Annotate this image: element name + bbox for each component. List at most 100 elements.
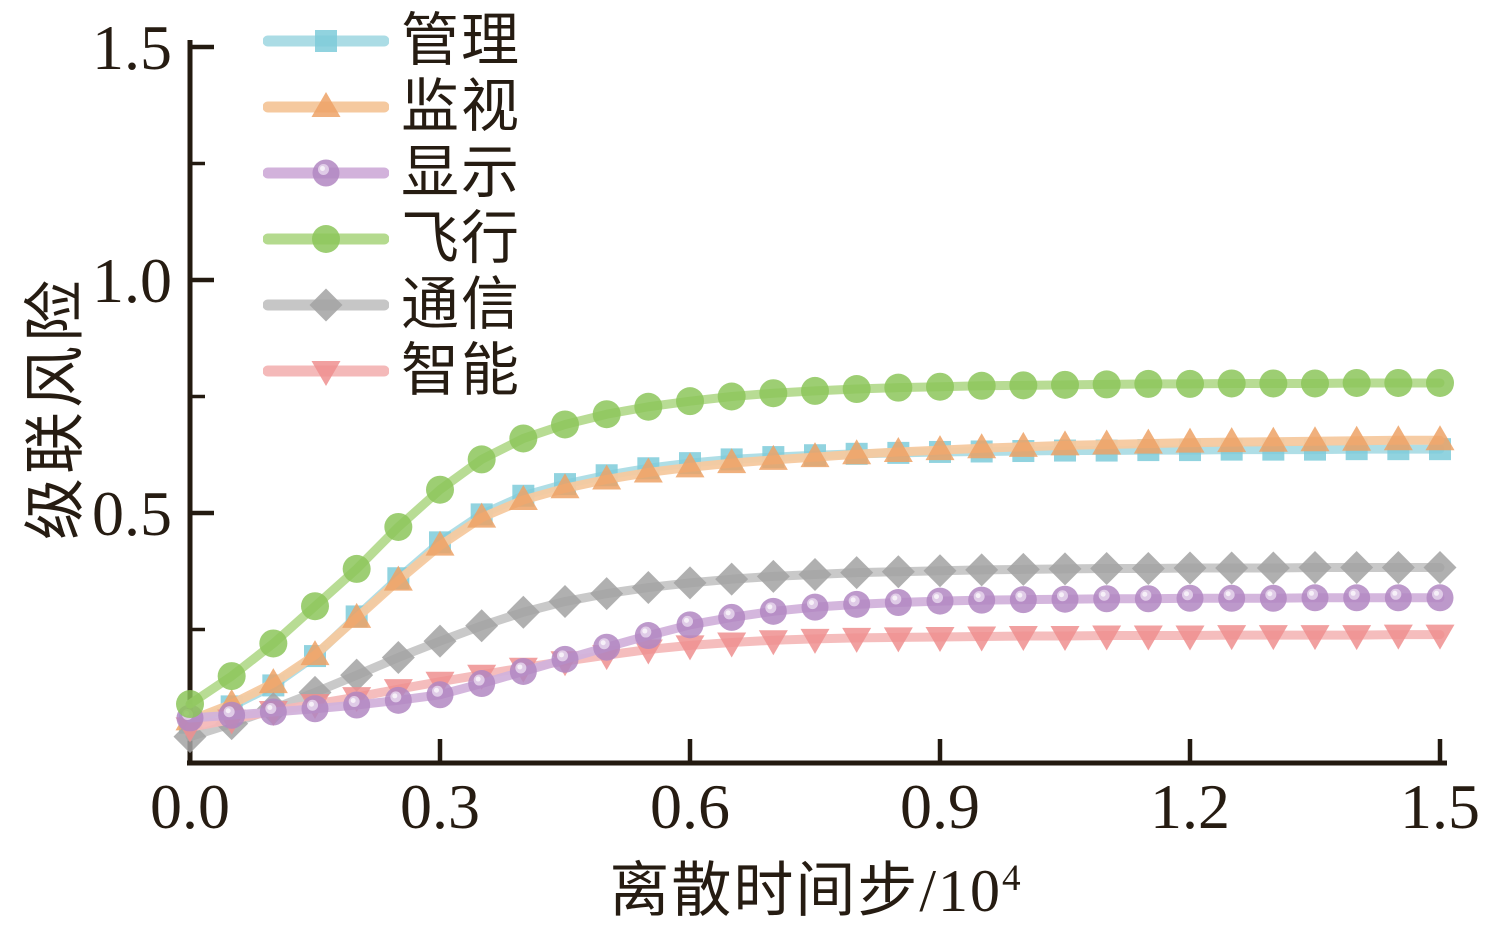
triangle-up-marker: [258, 668, 288, 694]
ball-marker: [676, 611, 704, 639]
legend-sample: [263, 92, 389, 117]
x-tick-label: 1.2: [1150, 771, 1230, 842]
circle-marker: [509, 424, 538, 453]
legend-item-label: 监视: [401, 74, 522, 139]
ball-marker: [1301, 584, 1329, 612]
ball-marker: [1426, 584, 1454, 612]
triangle-down-marker: [1383, 624, 1413, 650]
circle-marker: [1092, 370, 1121, 399]
ball-marker: [218, 701, 246, 729]
legend-item: 飞行: [263, 206, 521, 272]
triangle-down-marker: [1133, 625, 1163, 651]
legend-sample: [263, 361, 389, 386]
y-tick-label: 1.5: [92, 12, 172, 83]
triangle-up-marker: [967, 433, 997, 459]
ball-marker: [468, 670, 496, 698]
series-1: [175, 425, 1455, 731]
series-3: [176, 368, 1454, 719]
triangle-up-marker: [311, 92, 341, 117]
triangle-up-marker: [800, 442, 830, 468]
diamond-marker: [1215, 551, 1249, 585]
triangle-up-marker: [925, 435, 955, 461]
diamond-marker: [1048, 552, 1082, 586]
diamond-marker: [881, 555, 915, 589]
triangle-up-marker: [1383, 425, 1413, 451]
ball-marker: [718, 603, 746, 631]
diamond-marker: [965, 553, 999, 587]
ball-marker: [759, 597, 787, 625]
ball-marker: [1218, 584, 1246, 612]
ball-marker: [343, 691, 371, 719]
triangle-down-marker: [717, 632, 747, 658]
diamond-marker: [465, 609, 499, 643]
ball-marker: [1051, 585, 1079, 613]
diamond-marker: [309, 288, 343, 322]
circle-marker: [551, 410, 579, 439]
y-axis-label: 级联风险: [22, 276, 91, 541]
diamond-marker: [548, 585, 582, 619]
triangle-down-marker: [758, 630, 788, 656]
ball-marker: [593, 633, 621, 661]
series-line: [185, 378, 1445, 709]
ball-marker: [259, 698, 287, 726]
circle-marker: [1217, 369, 1246, 398]
circle-marker: [384, 512, 413, 541]
circle-marker: [842, 375, 871, 404]
triangle-up-marker: [383, 565, 413, 591]
legend-item-label: 通信: [401, 272, 522, 337]
circle-marker: [801, 376, 829, 405]
ball-marker: [801, 593, 829, 621]
triangle-down-marker: [1175, 625, 1205, 651]
diamond-marker: [1090, 551, 1124, 585]
circle-marker: [759, 379, 788, 408]
triangle-down-marker: [311, 361, 341, 386]
triangle-down-marker: [1425, 624, 1455, 650]
circle-marker: [1384, 368, 1413, 397]
circle-marker: [426, 475, 454, 504]
legend-item: 监视: [263, 74, 521, 140]
diamond-marker: [840, 556, 874, 590]
x-axis-label-base: 离散时间步/10: [609, 858, 1003, 924]
ball-marker: [1176, 584, 1204, 612]
diamond-marker: [1298, 551, 1332, 585]
ball-marker: [926, 587, 954, 615]
triangle-down-marker: [1092, 625, 1122, 651]
legend-item: 智能: [263, 338, 521, 404]
triangle-up-marker: [425, 530, 455, 556]
y-axis: 0.5 1.0 1.5: [92, 12, 214, 632]
legend-sample: [263, 159, 389, 187]
circle-marker: [259, 629, 288, 658]
ball-marker: [968, 586, 996, 614]
diamond-marker: [340, 658, 374, 692]
x-axis-label-superscript: 4: [1002, 858, 1021, 899]
legend: 管理 监视 显示 飞行 通信 智能: [263, 8, 521, 404]
diamond-marker: [423, 624, 457, 658]
circle-marker: [1342, 368, 1371, 397]
ball-marker: [301, 695, 329, 723]
circle-marker: [717, 382, 746, 411]
triangle-up-marker: [1008, 431, 1038, 457]
series-5: [175, 624, 1455, 743]
ball-marker: [551, 645, 579, 673]
ball-marker: [509, 657, 537, 685]
x-tick-label: 0.6: [650, 771, 730, 842]
triangle-up-marker: [1217, 427, 1247, 453]
diamond-marker: [1173, 551, 1207, 585]
x-tick-label: 0.0: [150, 771, 230, 842]
legend-sample: [263, 288, 389, 322]
diamond-marker: [673, 566, 707, 600]
circle-marker: [217, 662, 246, 691]
diamond-marker: [631, 571, 665, 605]
triangle-up-marker: [1425, 425, 1455, 451]
legend-item-label: 飞行: [401, 206, 522, 271]
circle-marker: [467, 445, 496, 474]
circle-marker: [634, 392, 663, 421]
triangle-up-marker: [883, 436, 913, 462]
triangle-down-marker: [1300, 625, 1330, 651]
diamond-marker: [798, 558, 832, 592]
triangle-up-marker: [842, 439, 872, 465]
y-tick-label: 1.0: [92, 245, 172, 316]
x-axis: 0.0 0.3 0.6 0.9 1.2 1.5: [150, 739, 1480, 842]
